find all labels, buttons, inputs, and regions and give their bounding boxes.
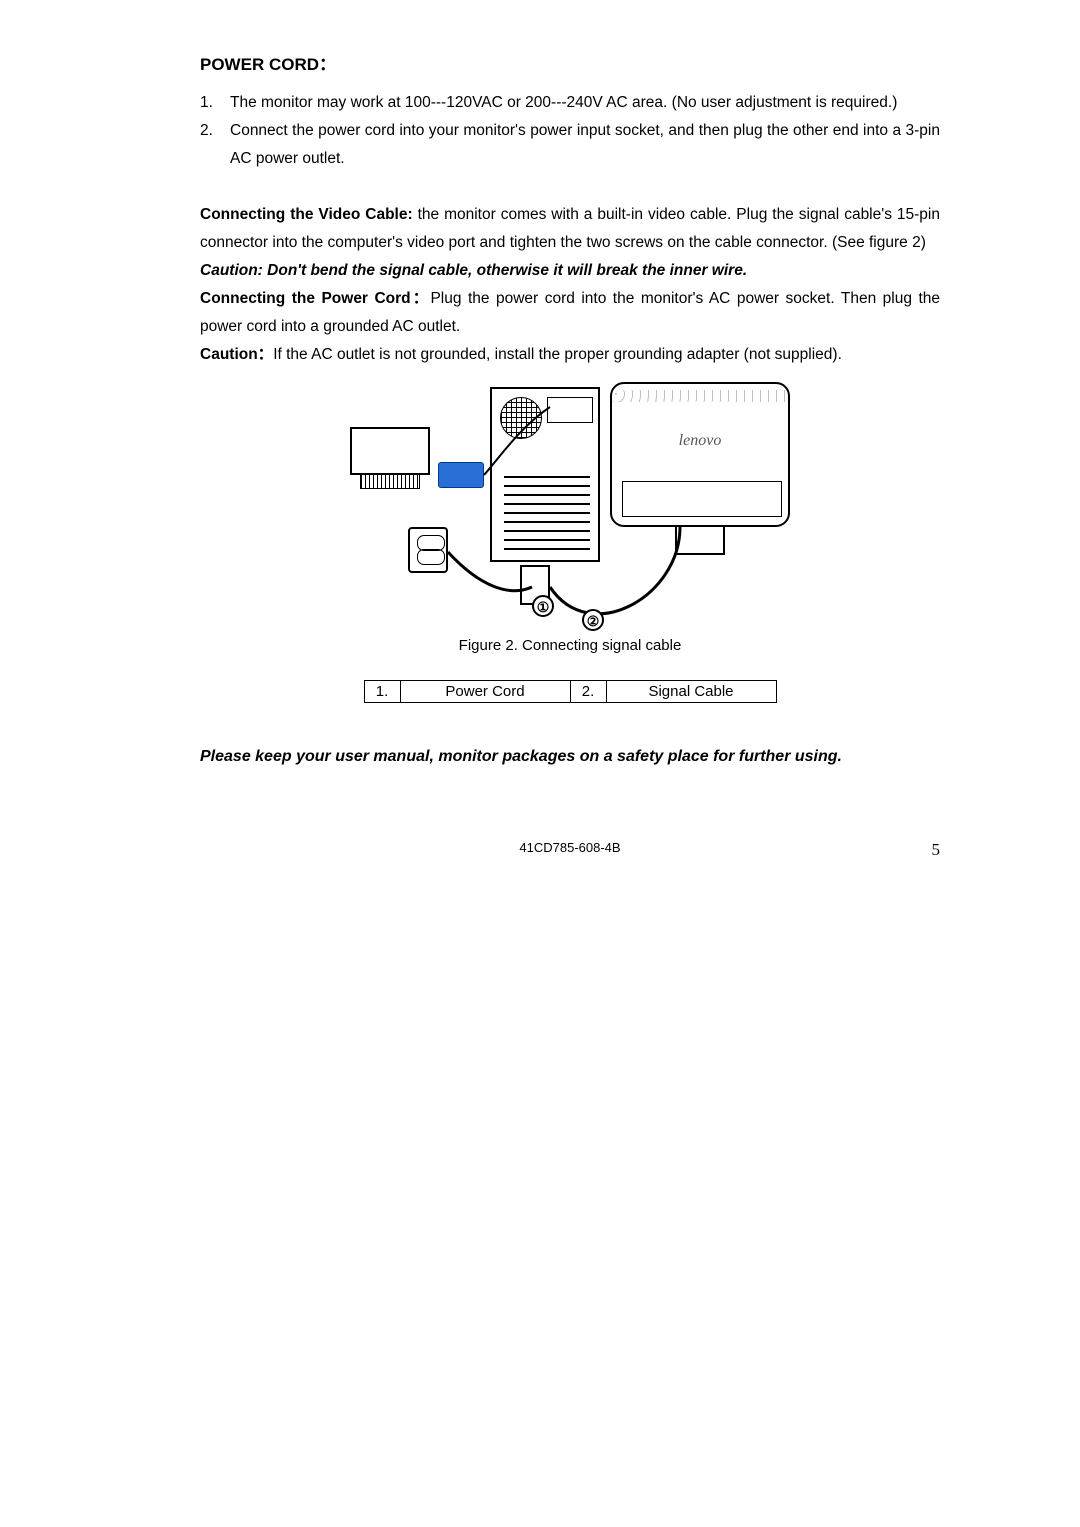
list-item: 2. Connect the power cord into your moni… [200,117,940,173]
callout-2: ② [582,609,604,631]
paragraph-power: Connecting the Power Cord：Plug the power… [200,285,940,341]
keyboard-icon [360,473,420,489]
doc-code: 41CD785-608-4B [200,840,940,855]
bold-run: Connecting the Power Cord： [200,290,430,307]
list-text: The monitor may work at 100---120VAC or … [230,89,940,117]
powercord-list: 1. The monitor may work at 100---120VAC … [200,89,940,173]
legend-label: Signal Cable [606,681,776,703]
paragraph-video: Connecting the Video Cable: the monitor … [200,201,940,257]
text-run: If the AC outlet is not grounded, instal… [273,346,842,363]
pc-tower-icon [490,387,600,562]
table-row: 1. Power Cord 2. Signal Cable [364,681,776,703]
list-text: Connect the power cord into your monitor… [230,117,940,173]
monitor-io-panel-icon [622,481,782,517]
page-number: 5 [932,840,941,860]
monitor-back-icon: lenovo [610,382,790,527]
bold-run: Caution： [200,346,273,363]
closing-note: Please keep your user manual, monitor pa… [200,743,940,771]
caution-grounding: Caution：If the AC outlet is not grounded… [200,341,940,369]
section-heading: POWER CORD： [200,50,940,75]
bold-run: Connecting the Video Cable: [200,206,418,223]
tower-slots-icon [504,470,590,550]
legend-table: 1. Power Cord 2. Signal Cable [364,680,777,703]
caution-line: Caution: Don't bend the signal cable, ot… [200,257,940,285]
legend-num: 2. [570,681,606,703]
figure-caption: Figure 2. Connecting signal cable [200,637,940,654]
document-page: POWER CORD： 1. The monitor may work at 1… [200,50,940,771]
vga-connector-icon [438,462,484,488]
wall-plate-icon [350,427,430,475]
monitor-logo: lenovo [612,432,788,450]
legend-num: 1. [364,681,400,703]
power-outlet-icon [408,527,448,573]
list-item: 1. The monitor may work at 100---120VAC … [200,89,940,117]
list-number: 2. [200,117,230,173]
list-number: 1. [200,89,230,117]
connection-diagram: lenovo ① ② [360,387,780,627]
legend-label: Power Cord [400,681,570,703]
monitor-stand-icon [675,527,725,555]
monitor-vent-icon [612,390,788,402]
callout-1: ① [532,595,554,617]
figure-container: lenovo ① ② [200,387,940,627]
